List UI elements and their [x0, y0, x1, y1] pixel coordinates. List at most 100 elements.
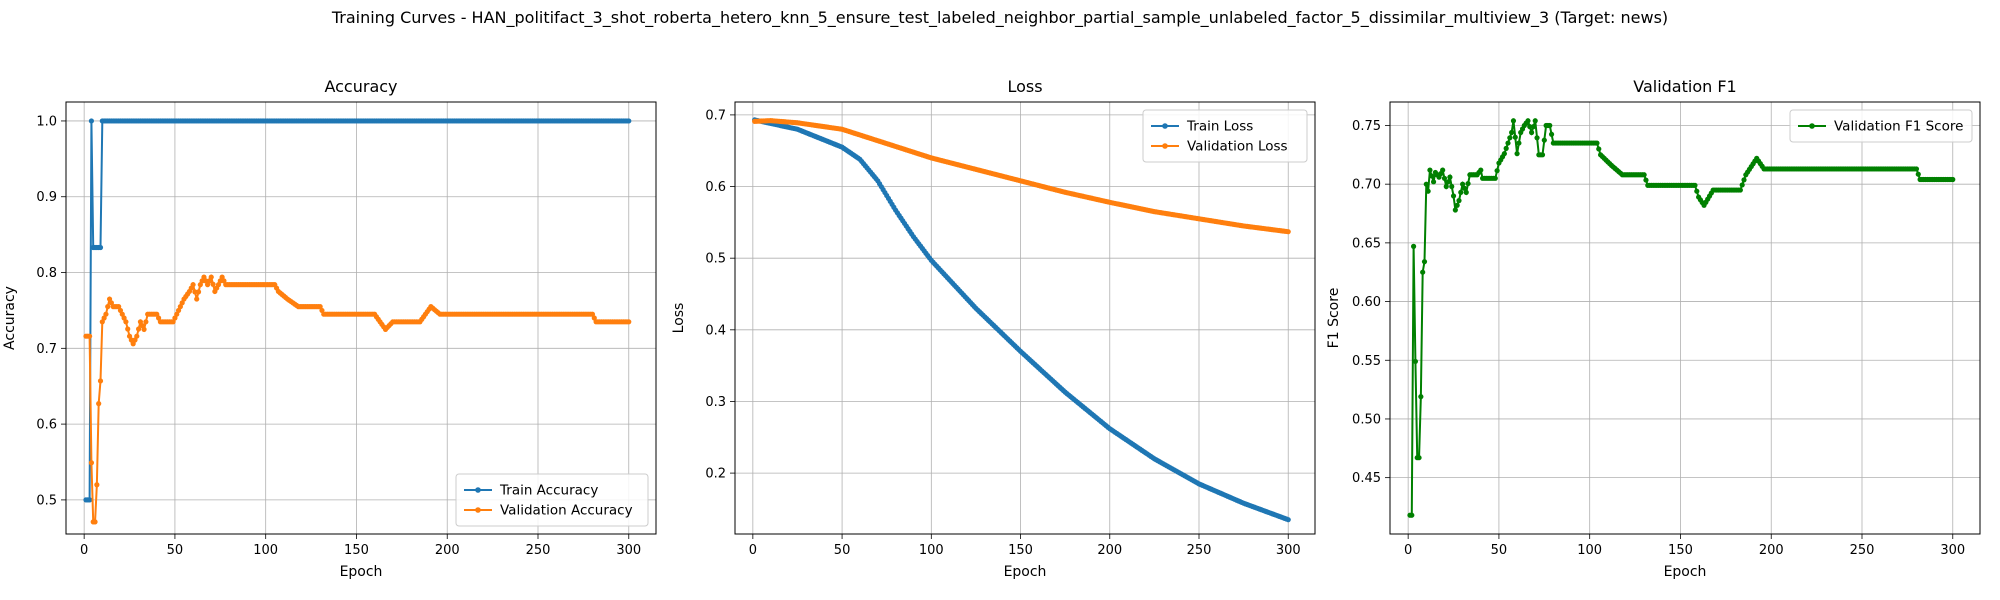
- series-validation-loss: [752, 118, 1291, 235]
- chart-panel-1: 0 50 100 150 200 250 300 0.5 0.6 0.7 0.8 0.9 1.0 Accu…: [2, 77, 657, 580]
- x-tick-label: 300: [1276, 543, 1301, 558]
- data-point: [88, 460, 95, 466]
- data-point: [87, 497, 93, 503]
- data-point: [134, 333, 140, 339]
- legend-swatch-marker: [1809, 123, 1815, 129]
- data-point: [1737, 187, 1743, 193]
- x-tick-label: 250: [1850, 543, 1875, 558]
- data-point: [1505, 140, 1511, 146]
- data-point: [1527, 124, 1533, 130]
- y-tick-label: 1.0: [36, 114, 57, 129]
- data-point: [1494, 168, 1500, 174]
- data-point: [1530, 124, 1537, 130]
- x-tick-label: 200: [1759, 543, 1784, 558]
- legend: Train Loss Validation Loss: [1142, 109, 1308, 163]
- chart-panel-3: 0 50 100 150 200 250 300 0.45 0.50 0.55 0.60 0.65 0.…: [1326, 77, 1981, 580]
- legend-swatch-marker: [1162, 123, 1168, 129]
- x-tick-label: 250: [526, 543, 551, 558]
- data-point: [1741, 177, 1747, 183]
- data-point: [1456, 198, 1462, 204]
- x-tick-label: 100: [1577, 543, 1602, 558]
- data-point: [1427, 167, 1433, 173]
- y-tick-label: 0.75: [1352, 119, 1381, 134]
- data-point: [1418, 394, 1424, 400]
- data-point: [1509, 129, 1515, 136]
- data-point: [1512, 134, 1518, 140]
- y-tick-label: 0.6: [705, 180, 726, 195]
- series-line: [85, 119, 629, 501]
- legend-swatch-marker: [475, 507, 481, 513]
- x-tick-label: 200: [435, 543, 460, 558]
- data-point: [92, 519, 98, 525]
- series-validation-accuracy: [83, 274, 632, 525]
- x-tick-label: 250: [1187, 543, 1212, 558]
- x-tick-label: 50: [834, 543, 851, 558]
- axes-frame: [1389, 101, 1981, 535]
- data-point: [1285, 517, 1291, 523]
- data-point: [1421, 259, 1428, 265]
- chart-panel-2: 0 50 100 150 200 250 300 0.2 0.3 0.4 0.5 0.6 0.7 Loss…: [671, 77, 1316, 580]
- legend-box: [455, 473, 649, 527]
- data-point: [1465, 180, 1471, 187]
- panel-title: Validation F1: [1633, 77, 1736, 96]
- data-point: [1516, 140, 1522, 146]
- legend-label: Train Loss: [1186, 119, 1253, 135]
- data-point: [88, 118, 95, 124]
- data-point: [1445, 179, 1451, 185]
- x-tick-label: 300: [616, 543, 641, 558]
- data-point: [210, 281, 216, 287]
- data-point: [1449, 183, 1455, 190]
- x-tick-label: 150: [1008, 543, 1033, 558]
- data-point: [1423, 181, 1429, 187]
- y-tick-label: 0.60: [1352, 295, 1381, 310]
- data-point: [1411, 243, 1417, 249]
- series-train-loss: [752, 117, 1291, 523]
- y-tick-label: 0.7: [36, 342, 57, 357]
- y-tick-label: 0.8: [36, 266, 57, 281]
- x-axis-label: Epoch: [1004, 564, 1047, 580]
- data-point: [1447, 174, 1453, 180]
- data-point: [1541, 137, 1547, 143]
- data-point: [1492, 175, 1498, 181]
- figure-title: Training Curves - HAN_politifact_3_shot_…: [331, 8, 1669, 27]
- data-point: [103, 311, 109, 317]
- data-point: [1503, 145, 1509, 151]
- series-validation-f1-score: [1407, 118, 1956, 518]
- y-tick-label: 0.2: [705, 467, 726, 482]
- panel-title: Loss: [1007, 77, 1042, 96]
- data-point: [1420, 269, 1426, 275]
- data-point: [1514, 151, 1520, 157]
- data-point: [1510, 118, 1517, 124]
- x-tick-label: 200: [1097, 543, 1122, 558]
- data-point: [1548, 131, 1555, 137]
- data-point: [96, 401, 102, 407]
- data-point: [125, 326, 131, 332]
- data-point: [1529, 129, 1535, 136]
- y-tick-label: 0.7: [705, 108, 726, 123]
- data-point: [626, 118, 632, 124]
- data-point: [1534, 135, 1540, 141]
- x-tick-label: 100: [253, 543, 278, 558]
- y-tick-label: 0.9: [36, 190, 57, 205]
- panel-title: Accuracy: [324, 77, 397, 96]
- x-tick-label: 300: [1940, 543, 1965, 558]
- data-point: [1441, 175, 1448, 181]
- data-point: [1461, 185, 1468, 191]
- y-axis-label: F1 Score: [1326, 288, 1342, 349]
- legend-swatch-marker: [475, 487, 481, 493]
- data-point: [1430, 179, 1437, 185]
- axes-frame: [65, 101, 657, 535]
- x-tick-label: 0: [749, 543, 757, 558]
- data-point: [194, 296, 200, 302]
- data-point: [1694, 188, 1700, 194]
- y-tick-label: 0.50: [1352, 412, 1381, 427]
- data-point: [1525, 118, 1531, 124]
- data-point: [1460, 181, 1466, 187]
- data-point: [1429, 173, 1435, 179]
- data-point: [190, 282, 196, 288]
- x-tick-label: 150: [1668, 543, 1693, 558]
- data-point: [1643, 177, 1649, 183]
- x-tick-label: 0: [1404, 543, 1412, 558]
- legend-label: Validation Accuracy: [500, 503, 633, 519]
